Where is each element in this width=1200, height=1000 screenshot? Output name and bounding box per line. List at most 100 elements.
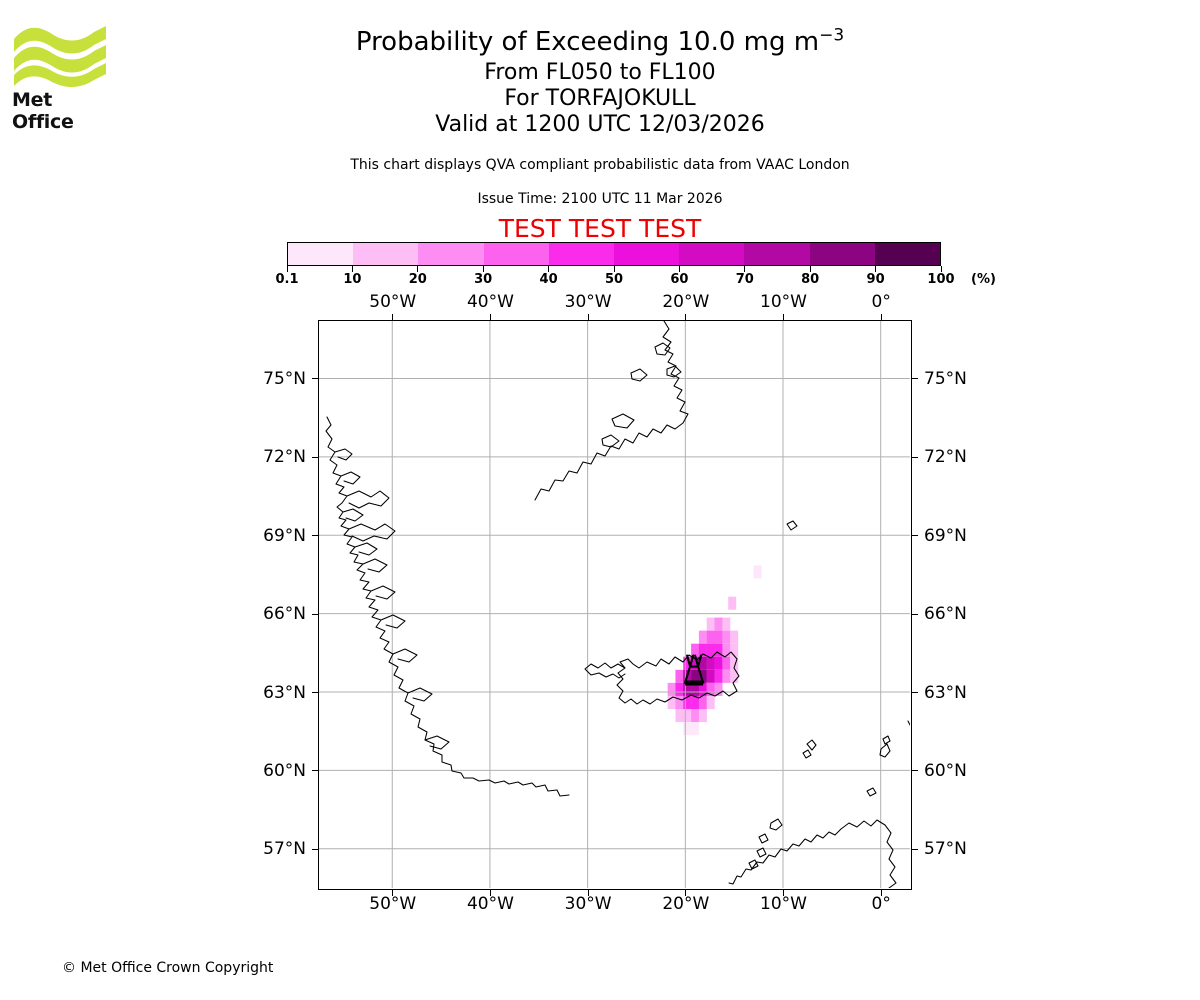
probability-cell bbox=[691, 669, 700, 683]
axis-tick bbox=[912, 456, 918, 458]
copyright-notice: © Met Office Crown Copyright bbox=[62, 960, 274, 976]
lat-label-left: 66°N bbox=[263, 604, 306, 625]
probability-grid bbox=[667, 565, 762, 736]
probability-cell bbox=[706, 643, 715, 657]
lat-label-left: 60°N bbox=[263, 760, 306, 781]
colorbar-tick bbox=[744, 266, 746, 272]
probability-cell bbox=[691, 643, 700, 657]
coastline-scotland bbox=[728, 819, 897, 888]
probability-cell bbox=[722, 656, 731, 670]
coastline-greenland bbox=[325, 416, 570, 797]
lon-label-bottom: 0° bbox=[871, 894, 891, 914]
probability-cell bbox=[728, 596, 737, 610]
axis-tick bbox=[912, 692, 918, 694]
lat-label-left: 63°N bbox=[263, 682, 306, 703]
coastline-greenland-ne-islands bbox=[601, 342, 682, 448]
colorbar-segment bbox=[809, 243, 875, 265]
probability-cell bbox=[667, 695, 676, 710]
colorbar-tick-label: 30 bbox=[474, 272, 493, 287]
lat-label-left: 69°N bbox=[263, 525, 306, 546]
colorbar-tick bbox=[417, 266, 419, 272]
logo-text: Met Office bbox=[12, 89, 74, 133]
colorbar-tick bbox=[548, 266, 550, 272]
test-banner: TEST TEST TEST bbox=[498, 214, 702, 243]
probability-cell bbox=[706, 617, 715, 631]
colorbar-tick bbox=[809, 266, 811, 272]
lon-label-top: 50°W bbox=[369, 292, 417, 312]
valid-time-line: Valid at 1200 UTC 12/03/2026 bbox=[435, 112, 765, 137]
axis-tick bbox=[783, 890, 784, 896]
colorbar-gradient bbox=[287, 242, 941, 266]
lon-label-bottom: 30°W bbox=[564, 894, 612, 914]
probability-cell bbox=[675, 682, 684, 696]
map-plot-area[interactable] bbox=[318, 320, 912, 890]
axis-tick bbox=[912, 378, 918, 380]
probability-cell bbox=[714, 656, 723, 670]
coastline-shetland bbox=[879, 735, 891, 758]
coastline-greenland-fjords bbox=[334, 448, 450, 750]
probability-cell bbox=[706, 630, 715, 644]
axis-tick bbox=[312, 613, 318, 615]
colorbar-segment bbox=[483, 243, 549, 265]
colorbar-segment bbox=[679, 243, 745, 265]
lon-label-top: 20°W bbox=[662, 292, 710, 312]
probability-cell bbox=[675, 669, 684, 683]
probability-cell bbox=[698, 630, 707, 644]
colorbar-tick bbox=[940, 266, 942, 272]
probability-cell bbox=[698, 709, 707, 723]
map-gridlines bbox=[319, 321, 910, 888]
qva-note: This chart displays QVA compliant probab… bbox=[350, 157, 850, 173]
colorbar-tick-label: 80 bbox=[801, 272, 820, 287]
colorbar-tick bbox=[613, 266, 615, 272]
probability-cell bbox=[683, 722, 692, 736]
probability-cell bbox=[675, 695, 684, 710]
colorbar-tick bbox=[351, 266, 353, 272]
colorbar-tick bbox=[286, 266, 288, 272]
colorbar-tick-label: 70 bbox=[735, 272, 754, 287]
coastline-iceland-westfjords bbox=[584, 662, 626, 679]
probability-cell bbox=[730, 643, 739, 657]
lon-label-top: 10°W bbox=[760, 292, 807, 312]
probability-cell bbox=[667, 682, 676, 696]
probability-cell bbox=[714, 630, 723, 644]
coastline-hebrides bbox=[748, 818, 783, 870]
axis-tick bbox=[912, 535, 918, 537]
coastline-norway-sw bbox=[907, 720, 910, 726]
met-office-wave-mark bbox=[14, 26, 106, 88]
colorbar-tick-label: 0.1 bbox=[275, 272, 299, 287]
coastline-iceland bbox=[616, 651, 740, 705]
page-title-exponent: −3 bbox=[819, 25, 845, 46]
colorbar-segment bbox=[288, 243, 354, 265]
colorbar-segment bbox=[548, 243, 615, 265]
axis-tick bbox=[587, 890, 589, 896]
colorbar-segment bbox=[874, 243, 941, 265]
colorbar-unit-label: (%) bbox=[971, 272, 996, 287]
colorbar-labels: 0.1 10 20 30 40 50 60 70 80 90 100 bbox=[275, 272, 954, 288]
colorbar-tick-label: 100 bbox=[927, 272, 955, 287]
volcano-marker-icon[interactable] bbox=[683, 654, 705, 686]
volcano-line: For TORFAJOKULL bbox=[504, 86, 696, 111]
probability-cell bbox=[691, 695, 700, 710]
probability-cell bbox=[698, 656, 707, 670]
coastline-jan-mayen bbox=[786, 520, 798, 531]
probability-cell bbox=[714, 617, 723, 631]
axis-tick bbox=[912, 613, 918, 615]
lat-label-left: 57°N bbox=[263, 839, 306, 860]
colorbar-segment bbox=[744, 243, 810, 265]
probability-cell bbox=[706, 669, 715, 683]
lon-label-top: 0° bbox=[871, 292, 891, 312]
coastline-orkney bbox=[866, 787, 877, 797]
probability-cell bbox=[683, 695, 692, 710]
colorbar-tick-label: 50 bbox=[604, 272, 624, 287]
colorbar-ticks bbox=[286, 266, 942, 272]
probability-cell bbox=[698, 695, 707, 710]
axis-tick bbox=[312, 692, 318, 694]
lat-label-right: 75°N bbox=[924, 368, 967, 389]
probability-cell bbox=[714, 643, 723, 657]
lat-label-left: 75°N bbox=[263, 368, 306, 389]
probability-cell bbox=[722, 669, 731, 683]
probability-cell bbox=[698, 643, 707, 657]
axis-tick bbox=[880, 314, 882, 320]
colorbar-tick-label: 20 bbox=[408, 272, 427, 287]
axis-tick bbox=[587, 314, 589, 320]
